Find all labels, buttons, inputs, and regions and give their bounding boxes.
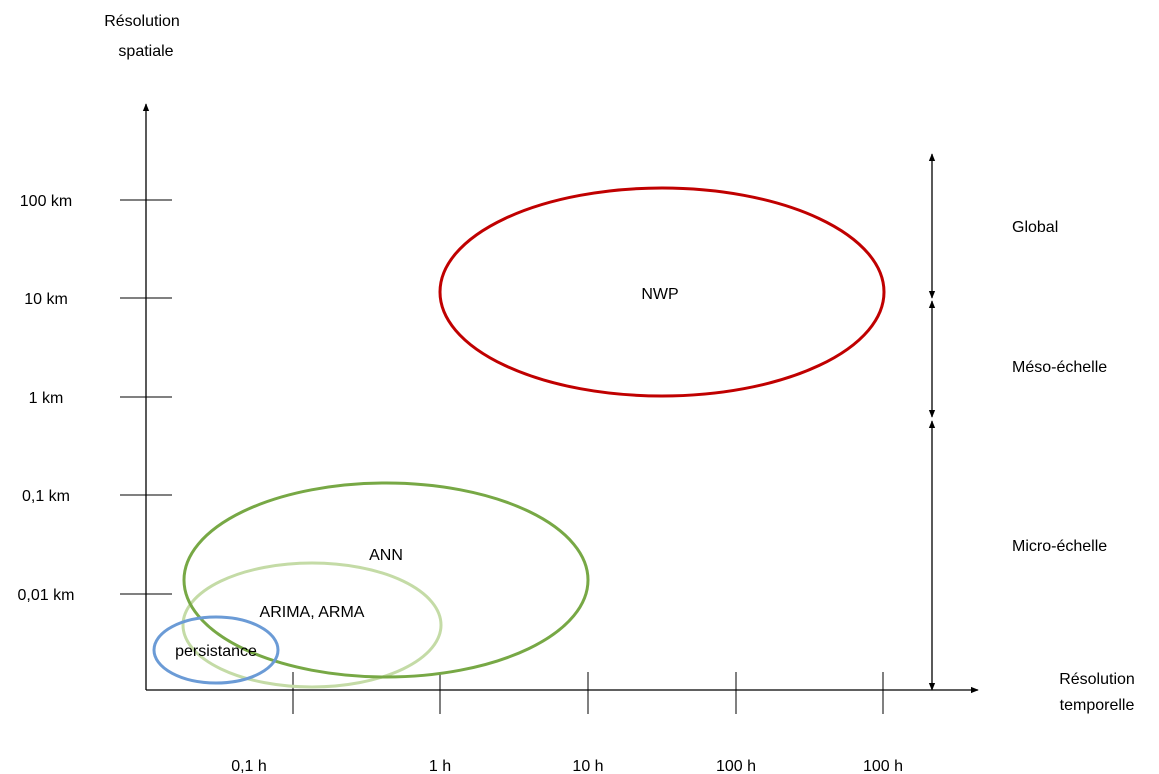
nwp-label: NWP (641, 286, 678, 303)
y-tick-label: 100 km (20, 193, 72, 210)
x-axis-title-line2: temporelle (1060, 697, 1135, 714)
y-tick-label: 0,1 km (22, 488, 70, 505)
persistance-label: persistance (175, 643, 257, 660)
y-tick-label: 1 km (29, 390, 64, 407)
arima-arma-ellipse (181, 561, 443, 689)
x-tick-label: 100 h (863, 758, 903, 774)
arima-arma-label: ARIMA, ARMA (260, 604, 365, 621)
micro-scale-label: Micro-échelle (1012, 538, 1107, 555)
global-scale-label: Global (1012, 219, 1058, 236)
x-tick-label: 0,1 h (231, 758, 267, 774)
x-tick-label: 10 h (572, 758, 603, 774)
y-tick-label: 0,01 km (18, 587, 75, 604)
x-tick-label: 1 h (429, 758, 451, 774)
nwp-ellipse (438, 186, 886, 398)
y-tick-label: 10 km (24, 291, 68, 308)
y-axis-title-line2: spatiale (118, 43, 173, 60)
ann-label: ANN (369, 547, 403, 564)
ann-ellipse (182, 481, 590, 679)
y-axis-title-line1: Résolution (104, 13, 180, 30)
x-axis-title-line1: Résolution (1059, 671, 1135, 688)
persistance-ellipse (152, 615, 280, 685)
x-tick-label: 100 h (716, 758, 756, 774)
meso-scale-label: Méso-échelle (1012, 359, 1107, 376)
